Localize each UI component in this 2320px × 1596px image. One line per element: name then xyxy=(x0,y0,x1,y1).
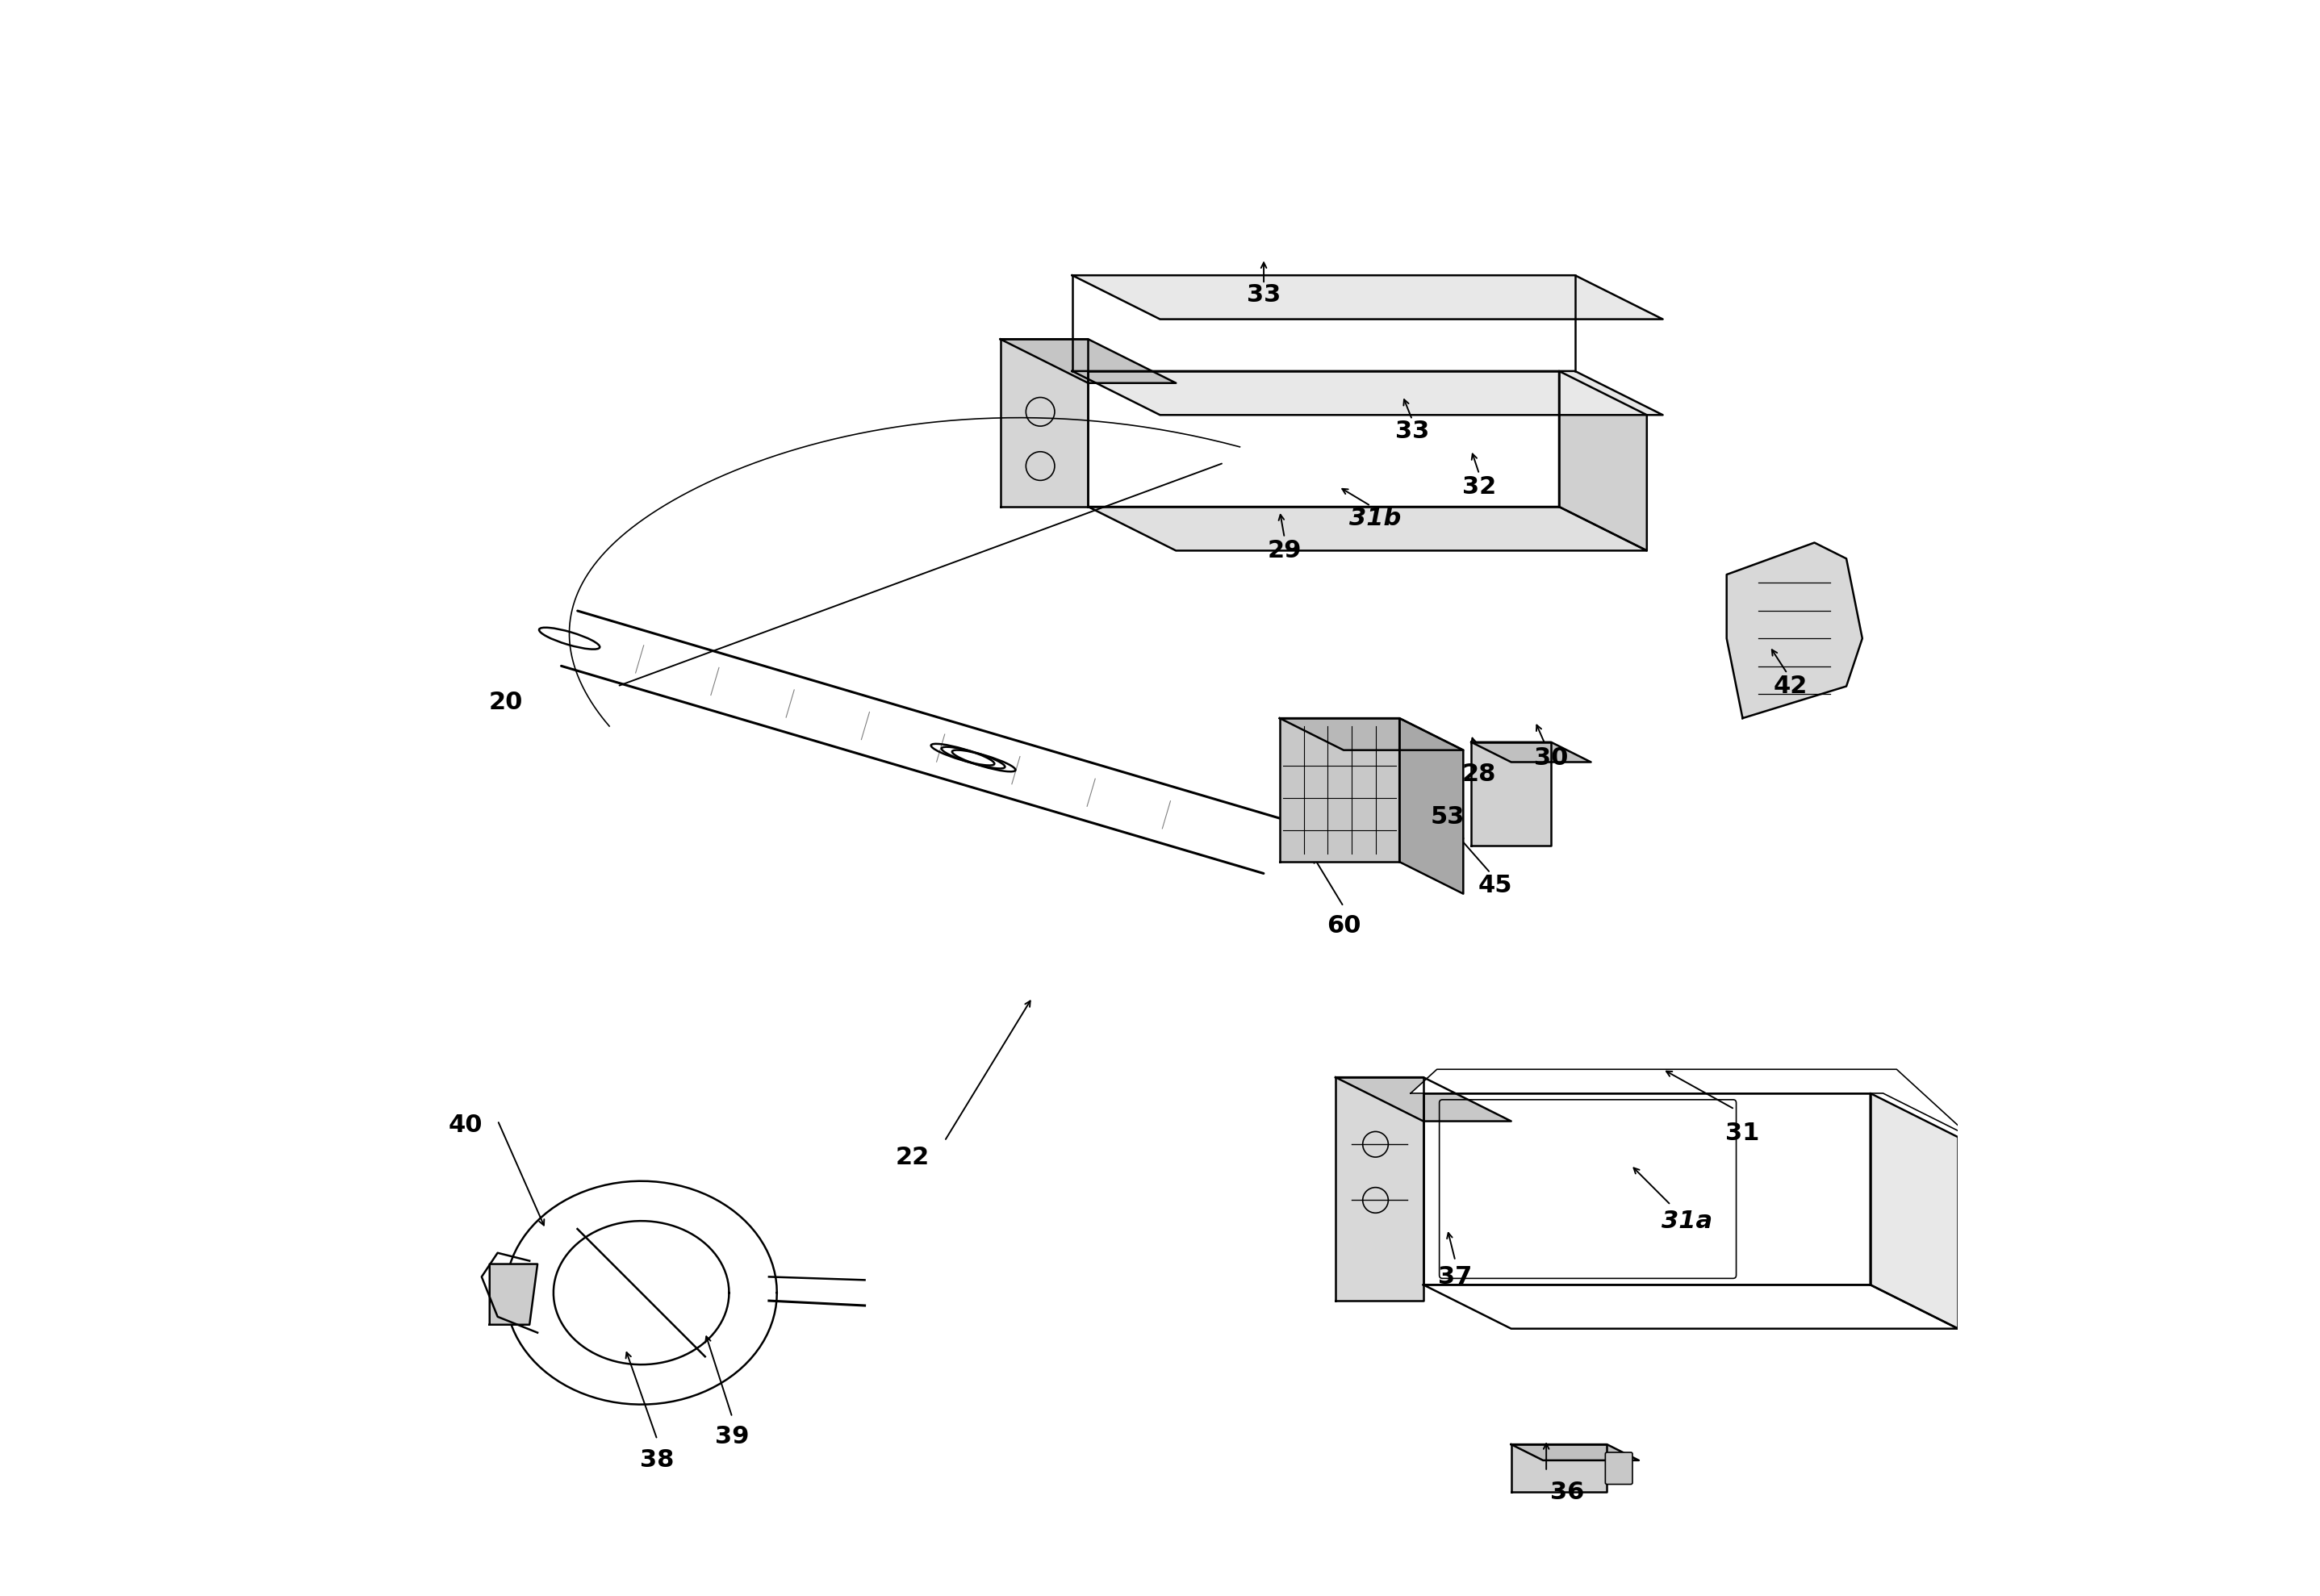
Text: 28: 28 xyxy=(1462,763,1496,785)
Text: 45: 45 xyxy=(1478,875,1513,897)
Text: 39: 39 xyxy=(715,1425,749,1448)
Polygon shape xyxy=(1424,1285,1958,1328)
Text: 31: 31 xyxy=(1726,1122,1759,1144)
Polygon shape xyxy=(1072,276,1663,319)
Polygon shape xyxy=(506,1181,777,1404)
Text: 29: 29 xyxy=(1267,539,1302,562)
Text: 38: 38 xyxy=(640,1449,675,1472)
Text: 37: 37 xyxy=(1438,1266,1473,1288)
Text: 20: 20 xyxy=(490,691,522,713)
Polygon shape xyxy=(1088,372,1559,508)
Polygon shape xyxy=(1870,1093,1958,1328)
Text: 40: 40 xyxy=(448,1114,483,1136)
Text: 60: 60 xyxy=(1327,915,1362,937)
Text: 32: 32 xyxy=(1462,476,1496,498)
Polygon shape xyxy=(1072,372,1663,415)
Polygon shape xyxy=(1510,1444,1638,1460)
Polygon shape xyxy=(1281,718,1464,750)
Polygon shape xyxy=(1411,1069,1972,1138)
Polygon shape xyxy=(1510,1444,1608,1492)
Text: 30: 30 xyxy=(1534,747,1568,769)
Polygon shape xyxy=(1471,742,1552,846)
Polygon shape xyxy=(1088,508,1647,551)
Text: 33: 33 xyxy=(1394,420,1429,442)
Polygon shape xyxy=(1471,742,1592,761)
Text: 22: 22 xyxy=(896,1146,930,1168)
Text: 53: 53 xyxy=(1429,806,1464,828)
Polygon shape xyxy=(490,1264,538,1325)
Text: 31a: 31a xyxy=(1661,1210,1712,1232)
Polygon shape xyxy=(1559,372,1647,551)
Text: 42: 42 xyxy=(1772,675,1807,697)
Polygon shape xyxy=(1399,718,1464,894)
Polygon shape xyxy=(1726,543,1863,718)
Text: 31b: 31b xyxy=(1350,508,1401,530)
Text: 33: 33 xyxy=(1246,284,1281,306)
Polygon shape xyxy=(1000,340,1088,508)
FancyBboxPatch shape xyxy=(1605,1452,1633,1484)
Polygon shape xyxy=(1281,718,1399,862)
Polygon shape xyxy=(1336,1077,1510,1122)
Polygon shape xyxy=(1424,1093,1870,1285)
Polygon shape xyxy=(1000,340,1176,383)
Polygon shape xyxy=(1336,1077,1424,1301)
Text: 36: 36 xyxy=(1550,1481,1585,1503)
